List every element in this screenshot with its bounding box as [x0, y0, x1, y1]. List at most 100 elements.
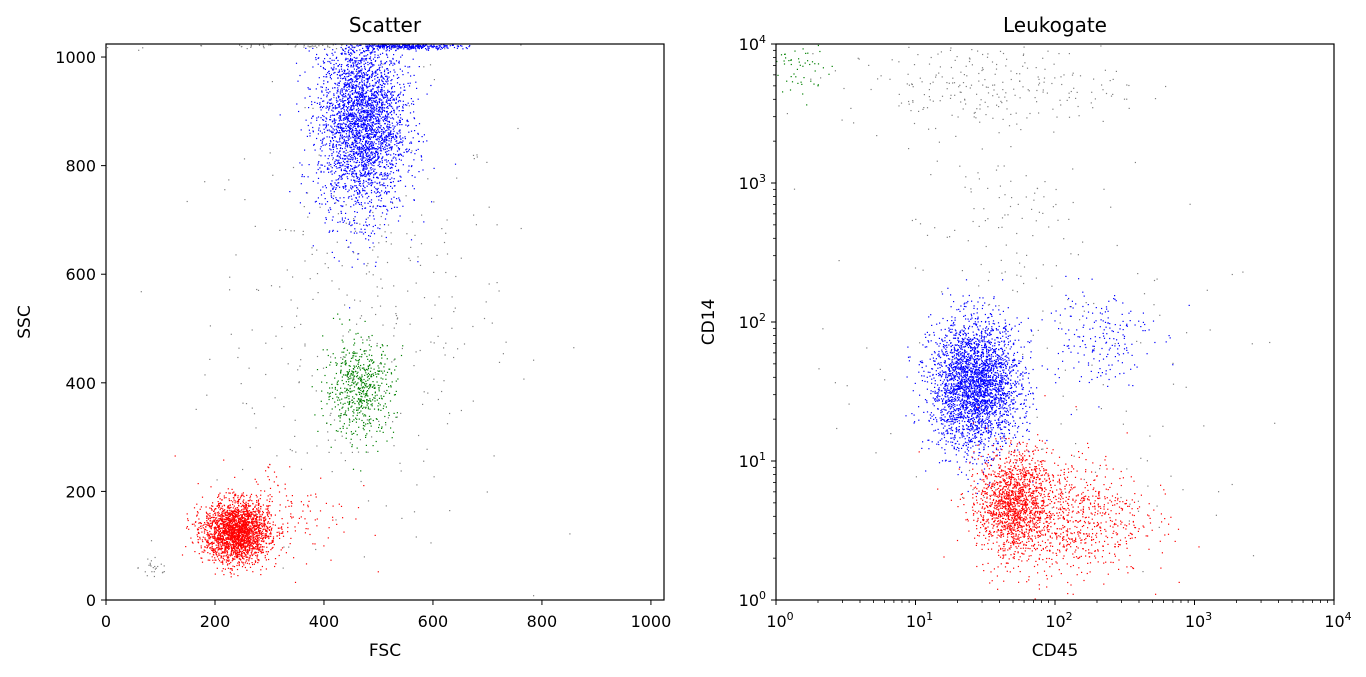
data-point [350, 108, 353, 110]
data-point [342, 157, 344, 159]
data-point [367, 45, 369, 47]
data-point [378, 143, 380, 145]
data-point [254, 551, 256, 553]
data-point [417, 132, 419, 134]
data-point [347, 197, 350, 199]
data-point [403, 89, 405, 91]
data-point [257, 500, 259, 502]
data-point [321, 390, 323, 392]
data-point [378, 86, 380, 88]
data-point [341, 128, 343, 130]
data-point [375, 82, 377, 84]
data-point [358, 361, 360, 363]
data-point [337, 430, 339, 432]
data-point [333, 64, 335, 66]
data-point [361, 99, 363, 101]
data-point [332, 317, 335, 319]
data-point [353, 220, 355, 222]
data-point [347, 97, 349, 99]
data-point [416, 87, 418, 89]
data-point [351, 173, 353, 175]
data-point [233, 544, 235, 546]
data-point [375, 138, 377, 140]
data-point [476, 154, 478, 156]
data-point [345, 381, 347, 383]
data-point [375, 120, 377, 122]
data-point [332, 49, 334, 51]
data-point [379, 305, 382, 307]
data-point [350, 121, 352, 123]
data-point [350, 72, 352, 74]
data-point [338, 117, 340, 119]
data-point [348, 402, 350, 404]
data-point [351, 118, 353, 120]
data-point [371, 46, 373, 48]
data-point [381, 398, 383, 400]
data-point [358, 152, 360, 154]
data-point [372, 112, 374, 114]
data-point [382, 82, 385, 84]
data-point [393, 335, 395, 337]
data-point [342, 392, 344, 394]
data-point [371, 116, 373, 118]
data-point [370, 45, 372, 47]
data-point [359, 117, 362, 119]
data-point [218, 528, 220, 530]
data-point [337, 160, 339, 162]
data-point [317, 430, 319, 432]
data-point [350, 81, 352, 83]
data-point [336, 159, 338, 161]
data-point [323, 192, 325, 194]
data-point [366, 46, 368, 48]
data-point [345, 212, 347, 214]
data-point [365, 118, 367, 120]
data-point [350, 78, 352, 80]
data-point [389, 64, 391, 66]
data-point [386, 193, 388, 195]
data-point [353, 355, 355, 357]
data-point [390, 154, 392, 156]
data-point [388, 414, 390, 416]
data-point [374, 156, 376, 158]
data-point [361, 157, 363, 159]
data-point [331, 130, 333, 132]
data-point [472, 154, 475, 156]
data-point [357, 193, 359, 195]
data-point [349, 144, 351, 146]
data-point [366, 225, 368, 227]
data-point [321, 132, 323, 134]
data-point [358, 193, 360, 195]
data-point [371, 181, 373, 183]
data-point [362, 183, 364, 185]
data-point [332, 148, 334, 151]
data-point [366, 74, 368, 77]
data-point [331, 180, 333, 182]
data-point [353, 409, 355, 411]
data-point [355, 87, 357, 89]
data-point [380, 377, 382, 379]
data-point [296, 103, 298, 105]
data-point [366, 265, 368, 267]
data-point [388, 120, 390, 122]
data-point [393, 99, 395, 101]
data-point [384, 354, 386, 356]
data-point [353, 108, 355, 110]
data-point [334, 82, 336, 84]
data-point [326, 349, 328, 351]
data-point [261, 530, 263, 532]
data-point [373, 141, 375, 143]
data-point [377, 187, 379, 190]
data-point [400, 91, 402, 93]
data-point [368, 150, 370, 152]
data-point [349, 114, 351, 117]
data-point [142, 47, 144, 49]
data-point [362, 342, 364, 344]
data-point [377, 125, 380, 128]
data-point [389, 97, 391, 100]
data-point [352, 115, 354, 117]
data-point [372, 65, 374, 67]
data-point [357, 66, 359, 68]
data-point [379, 114, 381, 116]
data-point [368, 336, 370, 338]
data-point [379, 121, 381, 123]
